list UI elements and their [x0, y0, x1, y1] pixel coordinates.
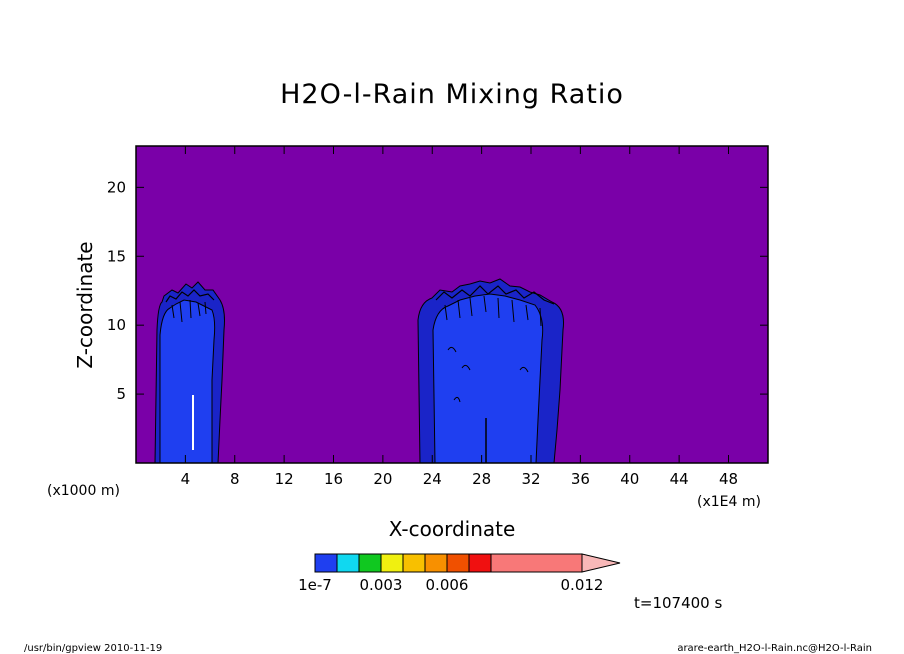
x-unit-left: (x1000 m)	[47, 483, 120, 499]
y-tick-label: 15	[107, 247, 126, 265]
cloud-2-inner	[432, 293, 544, 464]
y-tick-label: 5	[116, 385, 126, 403]
x-tick-label: 48	[719, 470, 738, 488]
x-tick-label: 28	[472, 470, 491, 488]
cloud-2-top-edge	[435, 285, 555, 305]
cloud-1-top-edge	[165, 289, 215, 303]
colorbar-segment	[314, 553, 338, 573]
x-tick-label: 44	[670, 470, 689, 488]
x-axis-label: X-coordinate	[389, 517, 516, 541]
colorbar-label: 0.003	[360, 576, 403, 594]
colorbar-segment	[446, 553, 470, 573]
x-tick-label: 36	[571, 470, 590, 488]
x-tick-label: 12	[275, 470, 294, 488]
chart-title: H2O-l-Rain Mixing Ratio	[280, 79, 624, 110]
colorbar-segment	[490, 553, 583, 573]
x-tick-label: 40	[620, 470, 639, 488]
cloud-1-streaks	[171, 299, 207, 323]
colorbar-segment	[380, 553, 404, 573]
x-axis-ticks: 4 8 12 16 20 24 28 32 36 40 44 48	[181, 146, 738, 488]
time-label: t=107400 s	[634, 594, 722, 612]
colorbar-label: 0.006	[426, 576, 469, 594]
plot-area	[135, 145, 769, 464]
cloud-2-streaks	[444, 295, 542, 327]
y-axis-label: Z-coordinate	[73, 241, 97, 368]
colorbar-segment	[336, 553, 360, 573]
x-tick-label: 16	[324, 470, 343, 488]
cloud-2	[417, 278, 564, 464]
y-axis-ticks: 5 10 15 20	[107, 178, 768, 403]
colorbar-label: 1e-7	[298, 576, 332, 594]
colorbar-segment	[402, 553, 426, 573]
colorbar-segment	[358, 553, 382, 573]
x-tick-label: 24	[423, 470, 442, 488]
colorbar	[314, 553, 621, 573]
cloud-1-inner	[159, 299, 216, 464]
colorbar-labels: 1e-7 0.003 0.006 0.012	[298, 576, 603, 594]
x-unit-right: (x1E4 m)	[697, 494, 761, 510]
x-tick-label: 32	[521, 470, 540, 488]
y-tick-label: 20	[107, 178, 126, 196]
colorbar-segment	[424, 553, 448, 573]
footer-right: arare-earth_H2O-l-Rain.nc@H2O-l-Rain	[677, 643, 872, 654]
plot-frame	[135, 145, 769, 464]
cloud-1	[154, 281, 225, 464]
x-tick-label: 4	[181, 470, 191, 488]
footer-left: /usr/bin/gpview 2010-11-19	[24, 643, 162, 654]
colorbar-segment	[468, 553, 492, 573]
x-tick-label: 8	[230, 470, 240, 488]
cloud-2-contours	[447, 346, 529, 403]
y-tick-label: 10	[107, 316, 126, 334]
colorbar-label: 0.012	[561, 576, 604, 594]
colorbar-extend-arrow	[581, 553, 621, 573]
x-tick-label: 20	[373, 470, 392, 488]
